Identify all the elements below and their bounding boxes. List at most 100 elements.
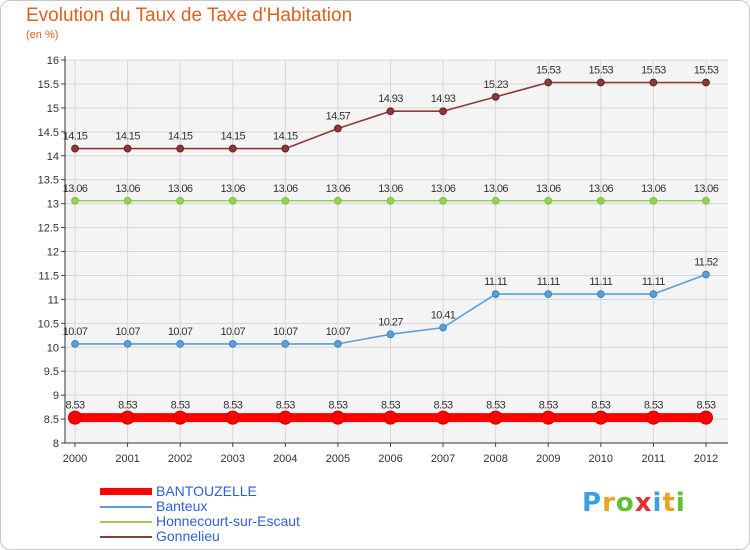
data-point [334,124,342,133]
y-tick-label: 11 [48,294,59,306]
data-point [698,410,713,425]
y-tick-label: 15 [47,103,59,115]
data-label: 14.15 [220,131,245,143]
y-tick-label: 10 [47,342,59,354]
logo-letter: i [675,488,686,518]
data-point [123,339,132,348]
data-point [491,92,500,101]
chart-title: Evolution du Taux de Taxe d'Habitation [26,5,353,26]
data-point [488,410,503,425]
data-point [649,290,658,299]
data-label: 8.53 [696,400,715,412]
data-label: 15.53 [536,65,561,77]
y-tick-label: 11.5 [38,270,59,282]
legend-item: BANTOUZELLE [100,484,300,499]
data-label: 8.53 [328,400,347,412]
data-point [544,78,553,87]
data-point [71,339,79,348]
data-point [176,196,185,205]
data-label: 8.53 [434,400,453,412]
legend-swatch [100,520,152,523]
y-tick-label: 14 [47,151,59,163]
data-point [593,410,608,425]
legend: BANTOUZELLE Banteux Honnecourt-sur-Escaut G… [100,484,300,544]
data-point [491,290,500,299]
data-point [596,196,605,205]
legend-label: Honnecourt-sur-Escaut [156,513,300,529]
x-tick-label: 2001 [115,453,139,465]
data-point [281,339,290,348]
data-point [439,323,447,332]
data-label: 8.53 [65,400,84,412]
data-point [330,410,345,425]
data-label: 13.06 [694,183,719,195]
data-label: 8.53 [381,400,400,412]
chart-unit-label: (en %) [26,29,59,41]
data-label: 14.15 [115,131,140,143]
x-tick-label: 2011 [642,453,666,465]
data-point [596,78,605,87]
data-label: 10.07 [273,326,298,338]
data-point [334,196,342,205]
logo-letter: x [634,488,653,518]
data-label: 8.53 [644,400,663,412]
data-label: 10.27 [378,316,403,328]
data-label: 8.53 [171,400,190,412]
data-point [649,196,658,205]
data-point [436,410,451,425]
data-label: 10.07 [326,326,351,338]
data-label: 11.11 [642,276,665,288]
x-tick-label: 2000 [63,453,87,465]
data-point [120,410,135,425]
data-label: 11.11 [589,276,612,288]
data-point [541,410,556,425]
legend-item: Banteux [100,499,300,514]
data-point [702,270,710,279]
data-label: 13.06 [483,183,508,195]
data-point [702,78,710,87]
y-tick-label: 9 [53,390,59,402]
data-point [281,196,290,205]
y-tick-label: 8.5 [44,414,59,426]
data-label: 14.93 [378,93,403,105]
data-label: 14.15 [273,131,298,143]
data-label: 8.53 [276,400,295,412]
legend-swatch [100,488,152,495]
data-label: 10.07 [115,326,140,338]
data-label: 13.06 [589,183,614,195]
data-label: 13.06 [115,183,140,195]
y-tick-label: 12 [47,247,59,259]
data-label: 13.06 [273,183,298,195]
data-label: 14.57 [326,110,351,122]
data-label: 13.06 [536,183,561,195]
data-label: 14.93 [431,93,456,105]
data-point [176,144,185,153]
data-point [646,410,661,425]
y-tick-label: 13 [47,199,59,211]
data-point [225,410,240,425]
legend-label: BANTOUZELLE [156,483,257,499]
legend-label: Gonnelieu [156,528,220,544]
data-label: 10.07 [168,326,193,338]
y-tick-label: 13.5 [38,175,59,187]
x-tick-label: 2003 [220,453,244,465]
data-label: 15.23 [483,79,508,91]
data-label: 13.06 [431,183,456,195]
x-tick-label: 2005 [326,453,350,465]
legend-swatch [100,535,152,538]
data-label: 8.53 [486,400,505,412]
data-point [649,78,658,87]
data-label: 15.53 [641,65,666,77]
legend-item: Honnecourt-sur-Escaut [100,514,300,529]
data-label: 14.15 [63,131,88,143]
data-label: 13.06 [220,183,245,195]
y-tick-label: 14.5 [38,127,59,139]
data-label: 10.07 [220,326,245,338]
logo-letter: r [602,488,616,518]
data-point [123,144,132,153]
data-point [386,196,395,205]
logo-letter: o [615,488,635,518]
data-point [334,339,342,348]
data-point [71,144,79,153]
